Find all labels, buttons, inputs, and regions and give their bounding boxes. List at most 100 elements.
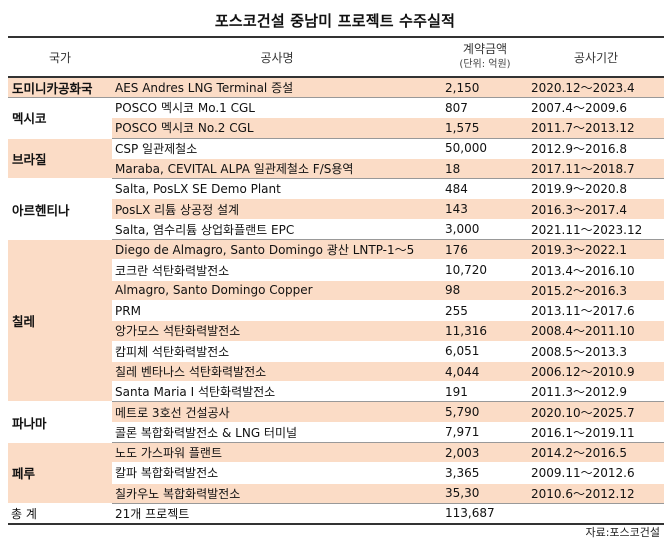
source-note: 자료:포스코건설	[585, 526, 660, 539]
project-cell: 칠카우노 복합화력발전소	[112, 483, 442, 504]
period-cell: 2017.11～2018.7	[528, 158, 664, 180]
table-row: PosLX 리튬 상공정 설계 143 2016.3～2017.4	[8, 198, 664, 220]
table-body: 도미니카공화국 AES Andres LNG Terminal 증설 2,150 20…	[8, 77, 664, 525]
amount-cell: 35,30	[442, 483, 528, 504]
project-cell: POSCO 멕시코 Mo.1 CGL	[112, 97, 442, 119]
project-cell: PosLX 리튬 상공정 설계	[112, 198, 442, 220]
table-row: Salta, 염수리튬 상업화플랜트 EPC 3,000 2021.11～2023.…	[8, 219, 664, 241]
project-cell: 메트로 3호선 건설공사	[112, 401, 442, 423]
table-row: 콜론 복합화력발전소 & LNG 터미널 7,971 2016.1～2019.11	[8, 422, 664, 444]
country-cell: 아르헨티나	[8, 178, 112, 241]
country-cell: 브라질	[8, 138, 112, 180]
period-cell: 2008.4～2011.10	[528, 320, 664, 342]
period-cell: 2012.9～2016.8	[528, 138, 664, 159]
project-cell: Santa Maria I 석탄화력발전소	[112, 381, 442, 403]
amount-cell: 1,575	[442, 117, 528, 139]
table-row: 페루 노도 가스파워 플랜트 2,003 2014.2～2016.5	[8, 442, 664, 504]
amount-cell: 4,044	[442, 361, 528, 383]
amount-cell: 255	[442, 300, 528, 322]
header-amount-unit: (단위: 억원)	[459, 59, 511, 70]
amount-cell: 2,150	[442, 77, 528, 98]
period-cell: 2021.11～2023.12	[528, 219, 664, 241]
header-period: 공사기간	[528, 36, 664, 78]
project-cell: 앙가모스 석탄화력발전소	[112, 320, 442, 342]
amount-cell: 2,003	[442, 442, 528, 464]
table-row: 도미니카공화국 AES Andres LNG Terminal 증설 2,150 20…	[8, 77, 664, 98]
amount-cell: 143	[442, 198, 528, 220]
country-cell: 도미니카공화국	[8, 77, 112, 98]
period-cell: 2019.9～2020.8	[528, 178, 664, 200]
project-cell: Diego de Almagro, Santo Domingo 광산 LNTP-…	[112, 239, 442, 261]
project-cell: 노도 가스파워 플랜트	[112, 442, 442, 464]
amount-cell: 11,316	[442, 320, 528, 342]
table-row: 칠카우노 복합화력발전소 35,30 2010.6～2012.12	[8, 483, 664, 504]
project-cell: CSP 일관제철소	[112, 138, 442, 159]
table-row: PRM 255 2013.11～2017.6	[8, 300, 664, 322]
table-row: 앙가모스 석탄화력발전소 11,316 2008.4～2011.10	[8, 320, 664, 342]
project-cell: 캄피체 석탄화력발전소	[112, 341, 442, 362]
table-row: 칠레 벤타나스 석탄화력발전소 4,044 2006.12～2010.9	[8, 361, 664, 383]
page-title: 포스코건설 중남미 프로젝트 수주실적	[214, 12, 456, 30]
project-cell: Maraba, CEVITAL ALPA 일관제철소 F/S용역	[112, 158, 442, 180]
country-cell: 멕시코	[8, 97, 112, 139]
total-row: 총 계 21개 프로젝트 113,687	[8, 502, 664, 525]
project-cell: Salta, PosLX SE Demo Plant	[112, 178, 442, 200]
table-row: 멕시코 POSCO 멕시코 Mo.1 CGL 807 2007.4～2009.6	[8, 97, 664, 139]
total-label: 총 계	[8, 502, 112, 525]
period-cell: 2011.7～2013.12	[528, 117, 664, 139]
amount-cell: 176	[442, 239, 528, 261]
amount-cell: 3,000	[442, 219, 528, 241]
project-cell: POSCO 멕시코 No.2 CGL	[112, 117, 442, 139]
header-amount-label: 계약금액	[462, 42, 508, 56]
country-cell: 파나마	[8, 401, 112, 444]
table-row: 칼파 복합화력발전소 3,365 2009.11～2012.6	[8, 462, 664, 484]
table-row: 아르헨티나 Salta, PosLX SE Demo Plant 484 2019.9…	[8, 178, 664, 241]
table-row: Santa Maria I 석탄화력발전소 191 2011.3～2012.9	[8, 381, 664, 403]
period-cell: 2015.2～2016.3	[528, 280, 664, 301]
table-row: 코크란 석탄화력발전소 10,720 2013.4～2016.10	[8, 259, 664, 281]
period-cell: 2008.5～2013.3	[528, 341, 664, 362]
project-cell: 칠레 벤타나스 석탄화력발전소	[112, 361, 442, 383]
amount-cell: 10,720	[442, 259, 528, 281]
amount-cell: 98	[442, 280, 528, 301]
period-cell: 2020.10～2025.7	[528, 401, 664, 423]
table-row: POSCO 멕시코 No.2 CGL 1,575 2011.7～2013.12	[8, 117, 664, 139]
project-cell: 콜론 복합화력발전소 & LNG 터미널	[112, 422, 442, 444]
project-cell: Almagro, Santo Domingo Copper	[112, 280, 442, 301]
period-cell: 2011.3～2012.9	[528, 381, 664, 403]
table-header-row: 국가 공사명 계약금액 (단위: 억원) 공사기간	[8, 36, 664, 78]
project-cell: 칼파 복합화력발전소	[112, 462, 442, 484]
header-amount: 계약금액 (단위: 억원)	[442, 36, 528, 78]
amount-cell: 484	[442, 178, 528, 200]
table-row: Almagro, Santo Domingo Copper 98 2015.2～20…	[8, 280, 664, 301]
projects-table: 국가 공사명 계약금액 (단위: 억원) 공사기간 도미니카공화국 AES And…	[8, 36, 664, 525]
amount-cell: 5,790	[442, 401, 528, 423]
country-cell: 페루	[8, 442, 112, 504]
table-row: 파나마 메트로 3호선 건설공사 5,790 2020.10～2025.7	[8, 401, 664, 444]
project-cell: Salta, 염수리튬 상업화플랜트 EPC	[112, 219, 442, 241]
period-cell: 2014.2～2016.5	[528, 442, 664, 464]
header-country: 국가	[8, 36, 112, 78]
table-row: 칠레 Diego de Almagro, Santo Domingo 광산 LNT…	[8, 239, 664, 403]
amount-cell: 191	[442, 381, 528, 403]
table-row: 브라질 CSP 일관제철소 50,000 2012.9～2016.8	[8, 138, 664, 180]
project-cell: 코크란 석탄화력발전소	[112, 259, 442, 281]
header-project: 공사명	[112, 36, 442, 78]
total-period	[528, 502, 664, 525]
period-cell: 2013.11～2017.6	[528, 300, 664, 322]
period-cell: 2006.12～2010.9	[528, 361, 664, 383]
total-amount: 113,687	[442, 502, 528, 525]
period-cell: 2019.3～2022.1	[528, 239, 664, 261]
amount-cell: 807	[442, 97, 528, 119]
project-cell: PRM	[112, 300, 442, 322]
period-cell: 2007.4～2009.6	[528, 97, 664, 119]
period-cell: 2010.6～2012.12	[528, 483, 664, 504]
period-cell: 2013.4～2016.10	[528, 259, 664, 281]
amount-cell: 6,051	[442, 341, 528, 362]
project-cell: AES Andres LNG Terminal 증설	[112, 77, 442, 98]
amount-cell: 7,971	[442, 422, 528, 444]
period-cell: 2016.3～2017.4	[528, 198, 664, 220]
country-cell: 칠레	[8, 239, 112, 403]
period-cell: 2009.11～2012.6	[528, 462, 664, 484]
